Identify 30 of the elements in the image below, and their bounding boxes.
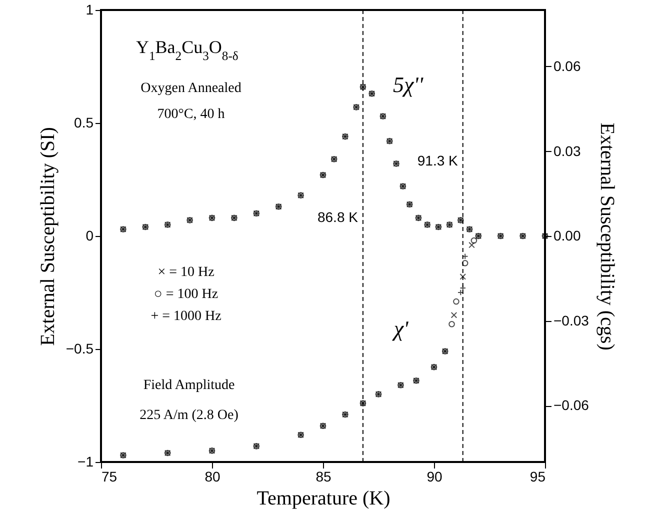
annotation: Field Amplitude — [143, 378, 235, 393]
annotation: 5χ'' — [392, 72, 424, 97]
y2-tick-label: 0.00 — [554, 228, 581, 244]
x-tick-label: 80 — [204, 468, 220, 484]
ref-line-label: 91.3 K — [417, 152, 459, 168]
x-tick-label: 75 — [102, 468, 118, 484]
x-axis-title: Temperature (K) — [256, 488, 390, 510]
x-tick-label: 85 — [316, 468, 332, 484]
y2-tick-label: −0.06 — [554, 397, 590, 413]
y2-tick-label: 0.06 — [554, 58, 581, 74]
y2-tick-label: −0.03 — [554, 312, 590, 328]
x-tick-label: 90 — [426, 468, 442, 484]
y-tick-label: 0.5 — [74, 114, 94, 130]
ref-line-label: 86.8 K — [317, 208, 359, 225]
annotation: 225 A/m (2.8 Oe) — [140, 408, 239, 423]
annotation: ○ = 100 Hz — [154, 287, 218, 302]
y-tick-label: 0 — [86, 228, 94, 244]
annotation: + = 1000 Hz — [150, 309, 222, 324]
y-axis-title: External Susceptibility (SI) — [36, 127, 59, 346]
x-tick-label: 95 — [530, 468, 546, 484]
y-tick-label: 1 — [86, 2, 94, 18]
y2-axis-title: External Susceptibility (cgs) — [596, 122, 618, 350]
y-tick-label: −1 — [78, 454, 94, 470]
annotation: × = 10 Hz — [158, 265, 214, 280]
annotation: Y$_{1}$Ba$_{2}$Cu$_{3}$O$_{8-δ}$ — [136, 37, 238, 63]
annotation: Oxygen Annealed — [140, 81, 242, 96]
y-tick-label: −0.5 — [66, 340, 94, 356]
annotation: 700°C, 40 h — [157, 107, 225, 122]
y2-tick-label: 0.03 — [554, 142, 581, 159]
annotation: χ' — [392, 316, 408, 341]
